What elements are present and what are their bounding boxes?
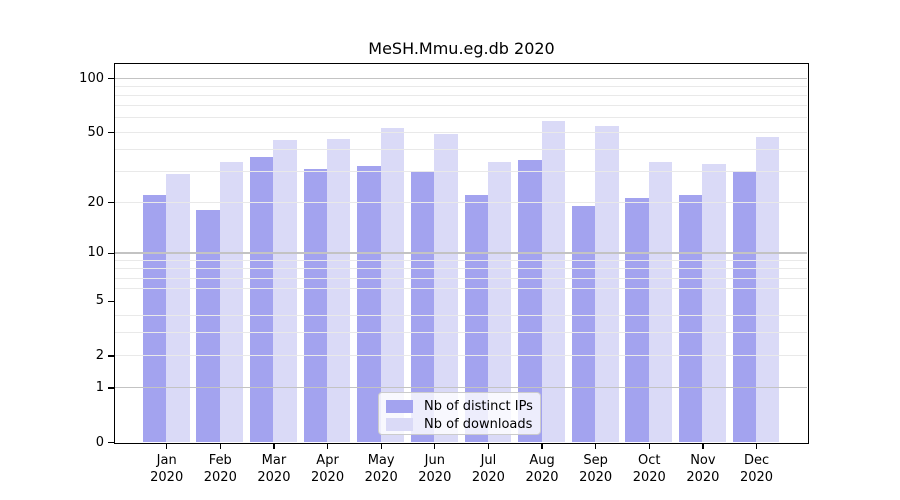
x-tick-label-mar: Mar 2020 (257, 453, 291, 485)
x-tick-may (380, 444, 382, 449)
gridline-3 (115, 332, 807, 334)
gridline-1 (115, 386, 807, 388)
x-tick-aug (541, 444, 543, 449)
y-tick-label-5: 5 (95, 293, 104, 309)
x-tick-label-jun: Jun 2020 (418, 453, 452, 485)
x-tick-apr (326, 444, 329, 449)
x-tick-label-dec: Dec 2020 (739, 453, 774, 485)
bar-distinct-ips-dec (732, 171, 756, 442)
legend-label-distinct-ips: Nb of distinct IPs (424, 399, 533, 414)
chart-title: MeSH.Mmu.eg.db 2020 (368, 39, 555, 58)
bar-distinct-ips-may (357, 166, 381, 442)
legend-item-distinct-ips: Nb of distinct IPs (386, 398, 533, 415)
gridline-7 (115, 277, 807, 279)
x-tick-jul (487, 444, 490, 449)
plot-area (114, 63, 809, 444)
legend-label-downloads: Nb of downloads (424, 417, 533, 432)
x-tick-label-feb: Feb 2020 (203, 453, 237, 485)
bar-downloads-apr (327, 138, 351, 442)
legend: Nb of distinct IPs Nb of downloads (378, 392, 541, 435)
y-tick-label-0: 0 (95, 434, 104, 450)
x-tick-label-aug: Aug 2020 (525, 453, 559, 485)
gridline-50 (115, 131, 807, 133)
gridline-40 (115, 148, 807, 150)
plot-canvas (115, 64, 807, 442)
bar-distinct-ips-sep (571, 205, 596, 442)
bar-downloads-jul (487, 161, 512, 442)
gridline-20 (115, 201, 807, 203)
gridline-70 (115, 105, 807, 107)
y-tick-label-1: 1 (95, 379, 104, 395)
y-tick-label-2: 2 (95, 347, 104, 363)
y-tick-100 (108, 78, 114, 80)
x-tick-nov (702, 444, 704, 449)
x-tick-label-jan: Jan 2020 (150, 453, 184, 485)
bar-downloads-may (380, 127, 405, 442)
bar-downloads-jan (166, 173, 190, 442)
x-tick-label-oct: Oct 2020 (632, 453, 666, 485)
legend-swatch-distinct-ips (386, 400, 413, 413)
y-tick-0 (108, 441, 114, 444)
x-tick-label-apr: Apr 2020 (311, 453, 345, 485)
x-tick-feb (219, 444, 221, 449)
y-tick-label-50: 50 (87, 124, 104, 140)
bar-distinct-ips-nov (679, 194, 703, 442)
gridline-100 (115, 77, 807, 79)
x-tick-dec (755, 444, 758, 449)
x-tick-label-may: May 2020 (364, 453, 398, 485)
x-tick-sep (595, 444, 597, 449)
gridline-6 (115, 288, 807, 290)
gridline-80 (115, 95, 807, 97)
bar-distinct-ips-aug (518, 159, 542, 442)
x-tick-label-nov: Nov 2020 (686, 453, 720, 485)
gridline-30 (115, 170, 807, 172)
bar-distinct-ips-feb (196, 209, 220, 442)
y-tick-label-10: 10 (87, 245, 104, 261)
gridline-90 (115, 85, 807, 87)
x-tick-label-sep: Sep 2020 (579, 453, 613, 485)
legend-item-downloads: Nb of downloads (386, 416, 532, 433)
bar-downloads-sep (595, 126, 619, 442)
y-tick-20 (108, 201, 114, 204)
bar-distinct-ips-oct (625, 198, 649, 442)
legend-swatch-downloads (386, 418, 413, 431)
bar-distinct-ips-mar (250, 157, 274, 442)
bar-downloads-jun (434, 133, 458, 442)
y-tick-50 (108, 131, 114, 134)
bar-downloads-nov (702, 164, 726, 442)
bar-downloads-dec (756, 136, 780, 442)
y-tick-10 (108, 252, 114, 255)
x-tick-oct (648, 444, 650, 449)
gridline-60 (115, 117, 807, 119)
y-tick-2 (108, 355, 114, 357)
bar-downloads-mar (273, 140, 297, 442)
gridline-2 (115, 354, 807, 356)
bar-distinct-ips-jan (142, 194, 167, 442)
x-tick-jan (166, 444, 168, 449)
y-tick-1 (108, 387, 114, 389)
gridline-8 (115, 268, 807, 270)
y-tick-5 (108, 300, 114, 302)
y-tick-label-100: 100 (79, 70, 104, 86)
bar-distinct-ips-apr (303, 168, 328, 442)
gridline-4 (115, 314, 807, 316)
y-tick-label-20: 20 (87, 194, 104, 210)
bar-downloads-feb (219, 161, 244, 442)
bar-distinct-ips-jul (464, 194, 488, 442)
x-tick-jun (434, 444, 436, 449)
gridline-10 (115, 252, 807, 254)
x-tick-label-jul: Jul 2020 (471, 453, 505, 485)
bar-downloads-oct (648, 161, 673, 442)
bar-downloads-aug (541, 120, 565, 442)
gridline-9 (115, 260, 807, 261)
x-tick-mar (273, 444, 275, 449)
bar-distinct-ips-jun (410, 171, 435, 442)
